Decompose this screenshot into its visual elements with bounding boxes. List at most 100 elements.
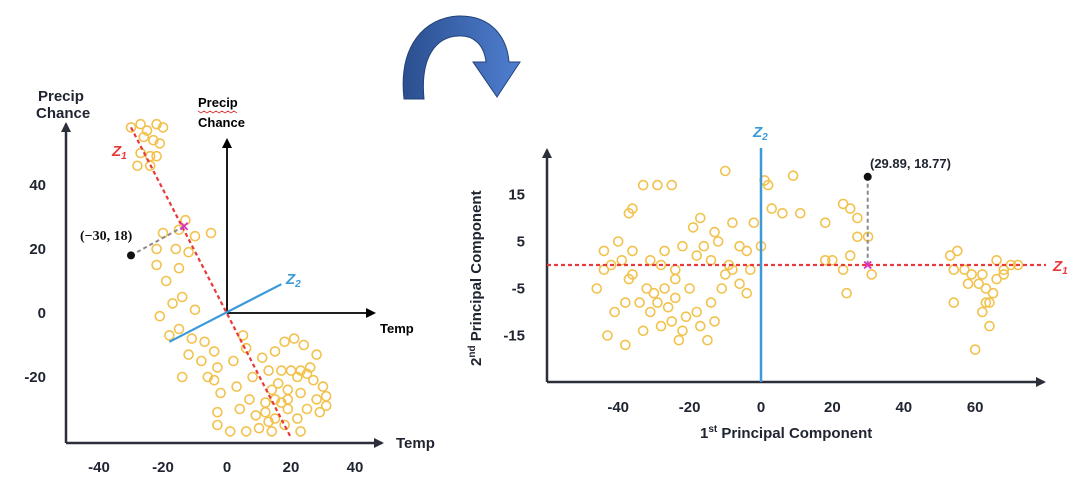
right-data-point: [677, 240, 688, 252]
left-data-point: [202, 371, 214, 383]
right-data-point: [655, 320, 667, 332]
left-data-point: [288, 333, 300, 344]
left-data-point: [276, 365, 287, 376]
right-highlight-label: (29.89, 18.77): [870, 156, 951, 171]
right-z1-label: Z1: [1052, 258, 1068, 277]
principal-component-plot: 1st Principal Component 2nd Principal Co…: [467, 124, 1068, 442]
left-data-point: [173, 323, 185, 335]
right-data-point: [727, 217, 738, 228]
left-data-point: [186, 333, 198, 344]
right-data-point: [734, 278, 745, 290]
left-data-point: [208, 374, 220, 386]
left-data-point: [144, 160, 156, 172]
left-data-point: [311, 394, 322, 405]
right-data-point: [670, 273, 681, 285]
right-data-point: [959, 264, 970, 276]
right-x-tick: 20: [824, 399, 841, 416]
left-data-point: [151, 243, 162, 255]
left-y-axis-label-line2: Chance: [36, 105, 90, 122]
right-z2-label: Z2: [752, 124, 768, 143]
left-data-point: [279, 336, 290, 348]
right-y-axis-label: 2nd Principal Component: [467, 190, 485, 366]
right-data-point: [866, 269, 877, 280]
original-data-plot: Precip Chance Temp -40 -20 0 20 40 40200-20 …: [24, 88, 435, 476]
left-data-point: [292, 371, 303, 383]
right-data-point: [705, 254, 717, 266]
right-y-tick: 5: [517, 234, 525, 251]
right-data-point: [852, 231, 863, 243]
right-data-point: [952, 245, 963, 257]
right-data-point: [670, 292, 681, 304]
left-data-point: [240, 342, 252, 354]
right-data-point: [691, 250, 703, 261]
left-z1-label: Z1: [111, 143, 127, 162]
right-data-point: [712, 236, 724, 247]
left-y-axis-label-line1: Precip: [38, 88, 84, 105]
right-data-point: [766, 203, 778, 214]
right-data-point: [748, 217, 760, 228]
right-data-point: [734, 240, 745, 252]
right-data-point: [987, 287, 999, 299]
left-data-point: [304, 362, 316, 373]
left-highlight-point: [127, 251, 135, 260]
right-data-point: [998, 269, 1010, 280]
right-data-point: [612, 236, 624, 247]
right-data-point: [666, 179, 678, 191]
left-data-point: [151, 150, 162, 162]
right-data-point: [591, 283, 603, 294]
left-data-point: [199, 336, 210, 348]
left-data-point: [154, 310, 166, 322]
right-data-point: [962, 278, 974, 290]
right-data-point: [627, 245, 638, 257]
right-data-point: [741, 245, 753, 257]
left-data-point: [240, 426, 252, 437]
right-data-point: [969, 344, 981, 355]
left-x-tick: -40: [88, 459, 110, 476]
left-data-point: [260, 406, 271, 418]
left-data-point: [263, 416, 274, 428]
right-data-point: [637, 179, 649, 191]
right-data-point: [977, 269, 988, 280]
right-data-point: [844, 203, 856, 214]
right-data-point: [841, 287, 852, 299]
left-data-point: [231, 381, 242, 392]
right-data-point: [673, 334, 685, 346]
right-data-point: [827, 254, 838, 266]
left-data-point: [176, 371, 188, 383]
right-data-point: [777, 208, 788, 219]
left-data-point: [212, 406, 223, 418]
right-data-point: [648, 287, 660, 299]
left-data-point: [285, 365, 297, 376]
left-data-point: [160, 275, 172, 287]
left-projection-guide: [130, 225, 185, 257]
projection-x-mark: [863, 260, 872, 270]
left-data-point: [292, 413, 303, 424]
left-data-point: [224, 426, 236, 437]
left-data-point: [189, 230, 201, 242]
right-data-point: [980, 283, 992, 294]
left-y-tick: 20: [29, 241, 46, 258]
inner-y-axis-label-line1: Precip: [198, 95, 238, 110]
left-data-point: [320, 400, 332, 412]
right-data-point: [844, 250, 856, 261]
left-data-point: [125, 122, 137, 133]
left-y-tick: 0: [38, 305, 46, 322]
right-projection-mark: [863, 260, 872, 270]
left-data-point: [151, 259, 162, 271]
right-highlight-point: [863, 172, 872, 181]
right-data-point: [655, 259, 667, 271]
right-data-point: [984, 297, 995, 308]
left-x-tick: 0: [223, 459, 231, 476]
left-data-point: [167, 298, 178, 309]
left-data-point: [228, 355, 239, 367]
left-data-point: [272, 378, 284, 389]
right-y-tick: -5: [512, 281, 525, 298]
right-data-point: [691, 306, 703, 318]
left-data-point: [256, 352, 268, 364]
left-data-point: [276, 397, 287, 408]
left-data-point: [141, 125, 153, 136]
right-data-point: [598, 245, 610, 257]
left-data-point: [247, 371, 258, 383]
right-data-point: [744, 264, 756, 276]
